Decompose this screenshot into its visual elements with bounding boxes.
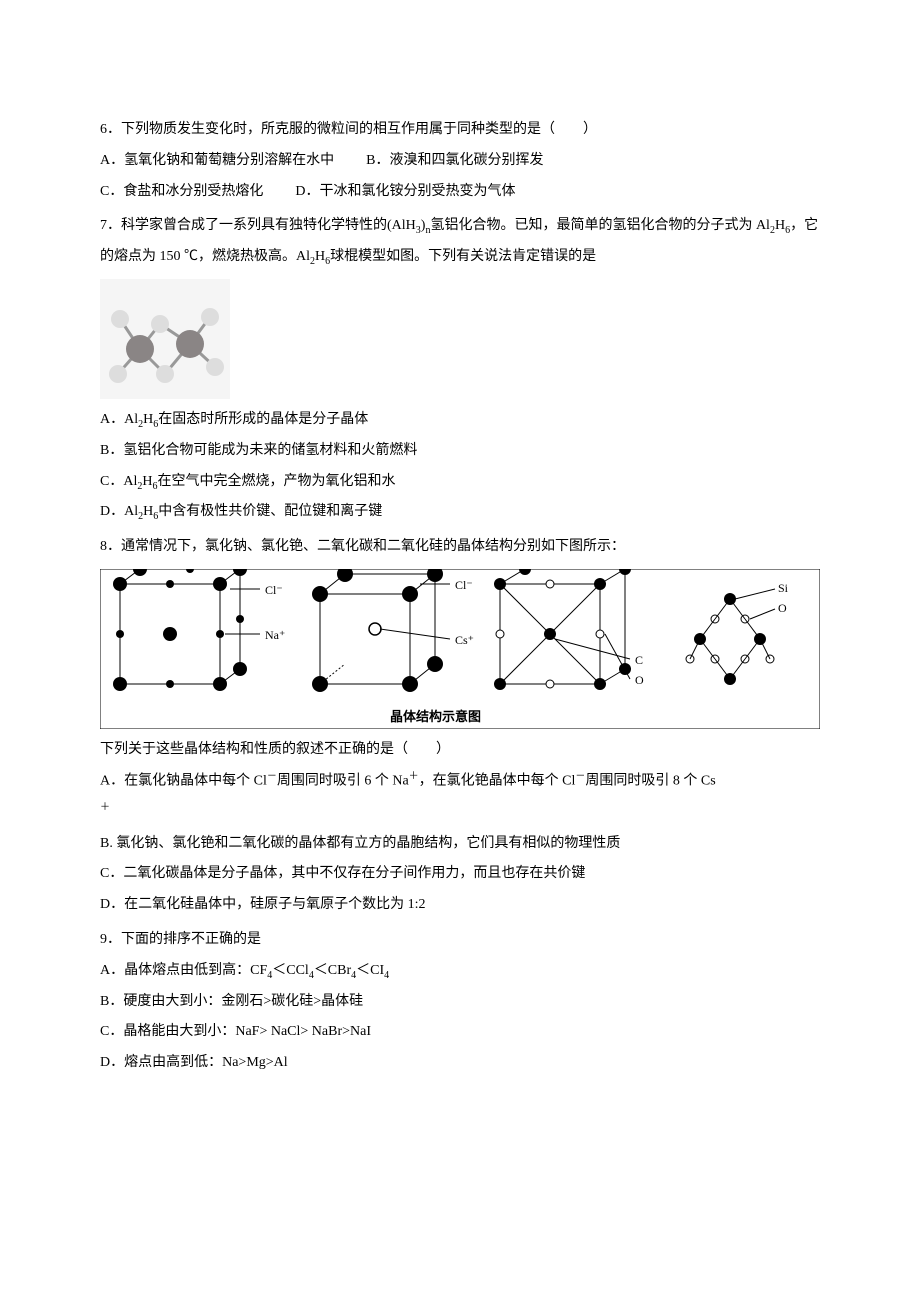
q7-option-d: D．Al2H6中含有极性共价键、配位键和离子键 [100,497,820,528]
question-9: 9．下面的排序不正确的是 A．晶体熔点由低到高：CF4＜CCl4＜CBr4＜CI… [100,925,820,1079]
label-cs: Cs⁺ [455,633,474,647]
q9-stem: 9．下面的排序不正确的是 [100,925,820,956]
q7a-p1: A．Al [100,412,138,427]
q8-option-a-cont: ＋ [100,797,820,828]
question-7: 7．科学家曾合成了一系列具有独特化学特性的(AlH3)n氢铝化合物。已知，最简单… [100,211,820,528]
q8-option-b: B. 氯化钠、氯化铯和二氧化碳的晶体都有立方的晶胞结构，它们具有相似的物理性质 [100,829,820,860]
q8a-p4: 周围同时吸引 8 个 Cs [585,773,715,788]
q7a-p3: 在固态时所形成的晶体是分子晶体 [158,412,368,427]
q9-option-d: D．熔点由高到低：Na>Mg>Al [100,1048,820,1079]
q7-stem-p4: H [775,218,785,233]
q8a-sup3: － [575,771,585,782]
q8-option-a: A．在氯化钠晶体中每个 Cl－周围同时吸引 6 个 Na＋，在氯化铯晶体中每个 … [100,766,820,797]
q8-option-d: D．在二氧化硅晶体中，硅原子与氧原子个数比为 1:2 [100,890,820,921]
label-si: Si [778,581,789,595]
label-cl: Cl⁻ [265,583,283,597]
q7-stem: 7．科学家曾合成了一系列具有独特化学特性的(AlH3)n氢铝化合物。已知，最简单… [100,211,820,273]
q7-stem-p1: 7．科学家曾合成了一系列具有独特化学特性的(AlH [100,218,416,233]
q7-option-b: B．氢铝化合物可能成为未来的储氢材料和火箭燃料 [100,436,820,467]
label-o2: O [778,601,787,615]
q8a-p3: ，在氯化铯晶体中每个 Cl [419,773,576,788]
q7c-p3: 在空气中完全燃烧，产物为氧化铝和水 [157,474,395,489]
q8a-sup2: ＋ [409,771,419,782]
question-6: 6．下列物质发生变化时，所克服的微粒间的相互作用属于同种类型的是（ ） A．氢氧… [100,115,820,207]
label-cl2: Cl⁻ [455,578,473,592]
q7-stem-p6: H [315,249,325,264]
q9-option-a: A．晶体熔点由低到高：CF4＜CCl4＜CBr4＜CI4 [100,956,820,987]
al2h6-model-image [100,279,230,399]
q8-lead: 下列关于这些晶体结构和性质的叙述不正确的是（ ） [100,735,820,766]
crystal-structures-image: Cl⁻ Na⁺ Cl⁻ Cs⁺ [100,569,820,729]
label-o: O [635,673,644,687]
label-na: Na⁺ [265,628,285,642]
q8a-sup1: － [267,771,277,782]
q9a-p1: A．晶体熔点由低到高：CF [100,963,267,978]
question-8: 8．通常情况下，氯化钠、氯化铯、二氧化碳和二氧化硅的晶体结构分别如下图所示： [100,532,820,921]
q9-option-b: B．硬度由大到小：金刚石>碳化硅>晶体硅 [100,987,820,1018]
q7-option-c: C．Al2H6在空气中完全燃烧，产物为氧化铝和水 [100,467,820,498]
q9-option-c: C．晶格能由大到小：NaF> NaCl> NaBr>NaI [100,1017,820,1048]
q8-stem: 8．通常情况下，氯化钠、氯化铯、二氧化碳和二氧化硅的晶体结构分别如下图所示： [100,532,820,563]
q7c-p1: C．Al [100,474,137,489]
label-c: C [635,653,643,667]
q6-option-d: D．干冰和氯化铵分别受热变为气体 [295,177,515,208]
q7d-p2: H [143,504,153,519]
q9a-p3: ＜CBr [314,963,351,978]
crystal-caption: 晶体结构示意图 [390,709,481,724]
q7a-p2: H [143,412,153,427]
q7d-p3: 中含有极性共价键、配位键和离子键 [158,504,382,519]
q8a-p2: 周围同时吸引 6 个 Na [277,773,409,788]
q7c-p2: H [142,474,152,489]
q6-option-c: C．食盐和冰分别受热熔化 [100,177,263,208]
q9a-sub4: 4 [384,970,389,981]
q7-stem-p7: 球棍模型如图。下列有关说法肯定错误的是 [330,249,596,264]
q7-stem-p3: 氢铝化合物。已知，最简单的氢铝化合物的分子式为 Al [430,218,770,233]
q6-row-ab: A．氢氧化钠和葡萄糖分别溶解在水中 B．液溴和四氯化碳分别挥发 [100,146,820,177]
q8a-sup4: ＋ [100,802,110,813]
q8a-p1: A．在氯化钠晶体中每个 Cl [100,773,267,788]
q9a-p4: ＜CI [356,963,384,978]
q7d-p1: D．Al [100,504,138,519]
q6-row-cd: C．食盐和冰分别受热熔化 D．干冰和氯化铵分别受热变为气体 [100,177,820,208]
q7-option-a: A．Al2H6在固态时所形成的晶体是分子晶体 [100,405,820,436]
q8-option-c: C．二氧化碳晶体是分子晶体，其中不仅存在分子间作用力，而且也存在共价键 [100,859,820,890]
q6-option-a: A．氢氧化钠和葡萄糖分别溶解在水中 [100,146,334,177]
q9a-p2: ＜CCl [272,963,309,978]
q6-stem: 6．下列物质发生变化时，所克服的微粒间的相互作用属于同种类型的是（ ） [100,115,820,146]
q6-option-b: B．液溴和四氯化碳分别挥发 [366,146,543,177]
